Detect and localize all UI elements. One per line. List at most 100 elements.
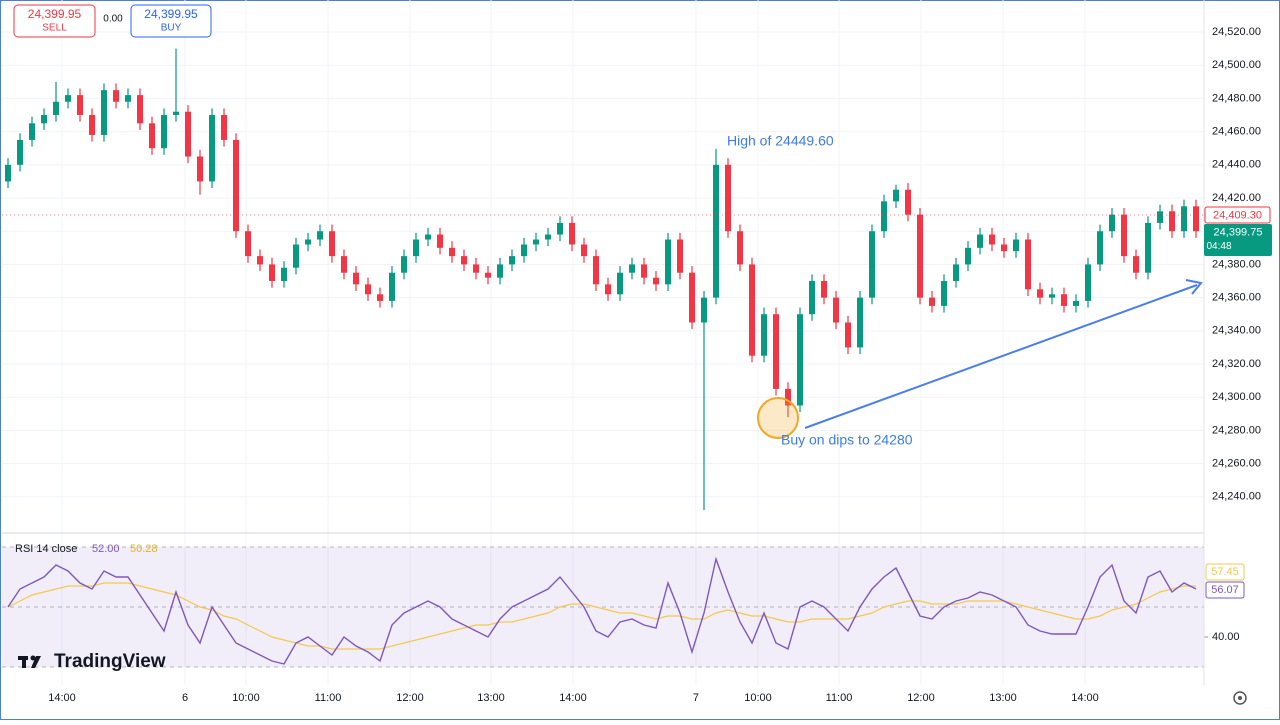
x-tick-label: 12:00 bbox=[396, 692, 424, 704]
candle-body bbox=[605, 284, 611, 295]
candle-body bbox=[761, 314, 767, 356]
candle-body bbox=[1037, 289, 1043, 298]
candle-body bbox=[197, 156, 203, 182]
candle-body bbox=[233, 139, 239, 232]
candle-body bbox=[113, 90, 119, 102]
candle-body bbox=[377, 294, 383, 301]
candle-body bbox=[749, 264, 755, 356]
buy-button[interactable] bbox=[130, 4, 212, 38]
y-tick-label: 24,240.00 bbox=[1212, 491, 1261, 503]
candle-body bbox=[125, 95, 131, 102]
candle-body bbox=[857, 297, 863, 348]
annotation: Buy on dips to 24280 bbox=[781, 432, 913, 448]
candle-body bbox=[1001, 244, 1007, 252]
candle-body bbox=[185, 111, 191, 157]
candle-body bbox=[725, 164, 731, 232]
candle-body bbox=[1061, 294, 1067, 306]
ma-legend-value: 50.28 bbox=[130, 543, 158, 555]
candle-body bbox=[1049, 294, 1055, 298]
candle-body bbox=[497, 264, 503, 278]
candle-body bbox=[437, 234, 443, 248]
brand-name: TradingView bbox=[54, 651, 166, 672]
candle-body bbox=[317, 231, 323, 240]
candle-body bbox=[737, 231, 743, 265]
candle-body bbox=[1181, 206, 1187, 232]
candle-body bbox=[269, 264, 275, 282]
candle-body bbox=[1169, 211, 1175, 232]
candle-body bbox=[905, 189, 911, 215]
candle-body bbox=[569, 222, 575, 245]
candle-body bbox=[509, 256, 515, 265]
candle-body bbox=[1193, 206, 1199, 232]
value-box bbox=[1205, 563, 1245, 581]
candle-body bbox=[821, 281, 827, 298]
candle-body bbox=[773, 314, 779, 389]
y-tick-label: 24,420.00 bbox=[1212, 192, 1261, 204]
x-tick-label: 13:00 bbox=[477, 692, 505, 704]
y-tick-label: 24,340.00 bbox=[1212, 325, 1261, 337]
candle-body bbox=[893, 189, 899, 202]
candle-body bbox=[701, 297, 707, 323]
candle-body bbox=[65, 95, 71, 102]
candle-body bbox=[833, 297, 839, 323]
last-label: 24,399.75 bbox=[1214, 226, 1263, 238]
y-tick-label: 24,460.00 bbox=[1212, 126, 1261, 138]
candle-body bbox=[281, 267, 287, 282]
rsi-legend: RSI 14 close bbox=[15, 543, 77, 555]
candle-body bbox=[677, 239, 683, 273]
buy-label: BUY bbox=[161, 23, 182, 34]
candle-body bbox=[29, 123, 35, 140]
arrow-head bbox=[1185, 279, 1203, 295]
value-box bbox=[1205, 581, 1245, 599]
candle-body bbox=[365, 284, 371, 295]
candle-body bbox=[989, 234, 995, 245]
candle-body bbox=[305, 239, 311, 245]
candle-body bbox=[1013, 239, 1019, 252]
x-tick-label: 10:00 bbox=[744, 692, 772, 704]
candle-body bbox=[221, 115, 227, 140]
candle-body bbox=[77, 95, 83, 116]
candle-body bbox=[881, 201, 887, 232]
candle-body bbox=[1097, 231, 1103, 265]
candle-body bbox=[89, 115, 95, 135]
candle-body bbox=[845, 322, 851, 348]
y-tick-label: 24,380.00 bbox=[1212, 258, 1261, 270]
candle-body bbox=[461, 256, 467, 265]
candle-body bbox=[137, 95, 143, 124]
candle-body bbox=[689, 272, 695, 323]
sell-label: SELL bbox=[42, 23, 67, 34]
x-tick-label: 11:00 bbox=[315, 692, 342, 704]
candle-body bbox=[641, 264, 647, 278]
x-tick-label: 10:00 bbox=[232, 692, 260, 704]
x-tick-label: 12:00 bbox=[907, 692, 935, 704]
candle-body bbox=[941, 281, 947, 306]
y-tick-label: 24,500.00 bbox=[1212, 59, 1261, 71]
candle-body bbox=[209, 115, 215, 182]
candle-body bbox=[161, 115, 167, 149]
y-tick-label: 24,360.00 bbox=[1212, 292, 1261, 304]
brand-logo bbox=[18, 655, 41, 668]
candle-body bbox=[653, 277, 659, 285]
candle-body bbox=[353, 272, 359, 285]
last-value-label: 57.45 bbox=[1211, 566, 1239, 578]
y-tick-label: 24,300.00 bbox=[1212, 391, 1261, 403]
candle-body bbox=[521, 244, 527, 257]
candle-body bbox=[449, 247, 455, 257]
candle-body bbox=[1109, 214, 1115, 232]
candle-body bbox=[1133, 256, 1139, 273]
candle-body bbox=[1145, 222, 1151, 273]
y-tick-label: 24,320.00 bbox=[1212, 358, 1261, 370]
settings-button[interactable] bbox=[1233, 691, 1247, 705]
x-tick-label: 13:00 bbox=[989, 692, 1017, 704]
sell-button[interactable] bbox=[13, 4, 96, 38]
y-tick-label: 24,480.00 bbox=[1212, 92, 1261, 104]
candle-body bbox=[629, 264, 635, 273]
rsi-legend-value: 52.00 bbox=[92, 543, 120, 555]
candle-body bbox=[665, 239, 671, 285]
settings-dot bbox=[1238, 696, 1242, 700]
candle-body bbox=[41, 115, 47, 124]
candle-body bbox=[1073, 300, 1079, 306]
x-tick-label: 6 bbox=[182, 692, 188, 704]
y-tick-label: 40.00 bbox=[1212, 631, 1240, 643]
